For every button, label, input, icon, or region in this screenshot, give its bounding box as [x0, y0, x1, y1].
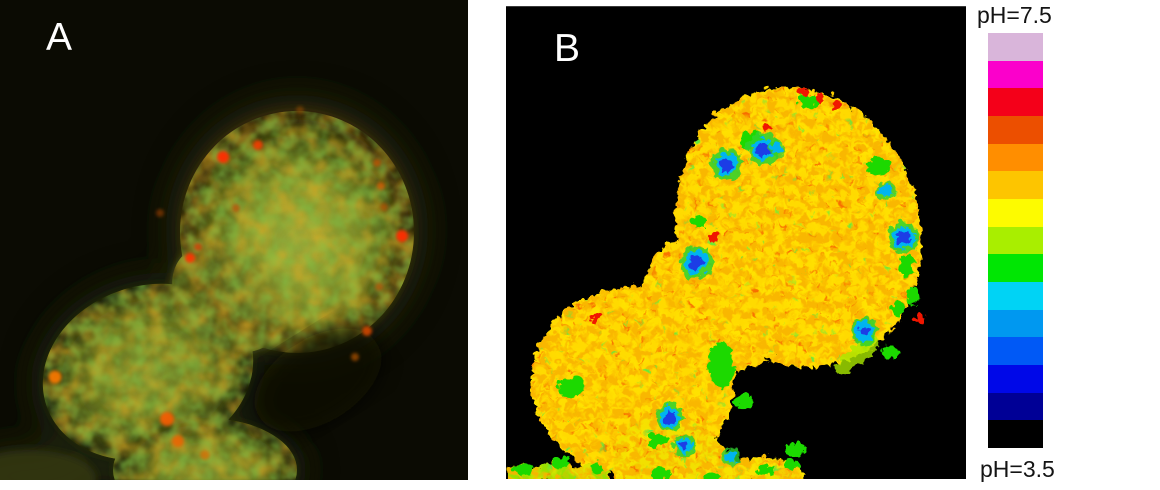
colorbar-band — [988, 171, 1043, 200]
colorbar-band — [988, 337, 1043, 366]
colorbar-band — [988, 282, 1043, 310]
colorbar-min-label: pH=3.5 — [980, 456, 1055, 482]
panel-b-label: B — [554, 27, 581, 70]
colorbar-band — [988, 60, 1043, 89]
red-accents — [589, 86, 923, 322]
colorbar-band — [988, 88, 1043, 117]
colorbar-band — [988, 309, 1043, 338]
panel-b-heatmap — [506, 7, 966, 479]
red-puncta — [48, 106, 408, 460]
low-ph-blue-spots — [653, 130, 917, 464]
colorbar-band — [988, 199, 1043, 227]
colorbar-band — [988, 365, 1043, 393]
panel-b-ph-map: B — [506, 6, 966, 479]
colorbar-band — [988, 33, 1043, 61]
panel-a-micrograph — [0, 0, 468, 480]
panel-a-fluorescence: A — [0, 0, 468, 480]
colorbar-band — [988, 226, 1043, 255]
panel-a-label: A — [46, 16, 73, 59]
colorbar-band — [988, 392, 1043, 421]
colorbar-band — [988, 420, 1043, 449]
colorbar-band — [988, 143, 1043, 172]
colorbar-band — [988, 254, 1043, 283]
colorbar-max-label: pH=7.5 — [977, 2, 1052, 28]
green-patches — [513, 93, 917, 479]
colorbar-band — [988, 116, 1043, 144]
colorbar — [988, 33, 1043, 449]
inter-cell-shadow — [254, 328, 382, 432]
